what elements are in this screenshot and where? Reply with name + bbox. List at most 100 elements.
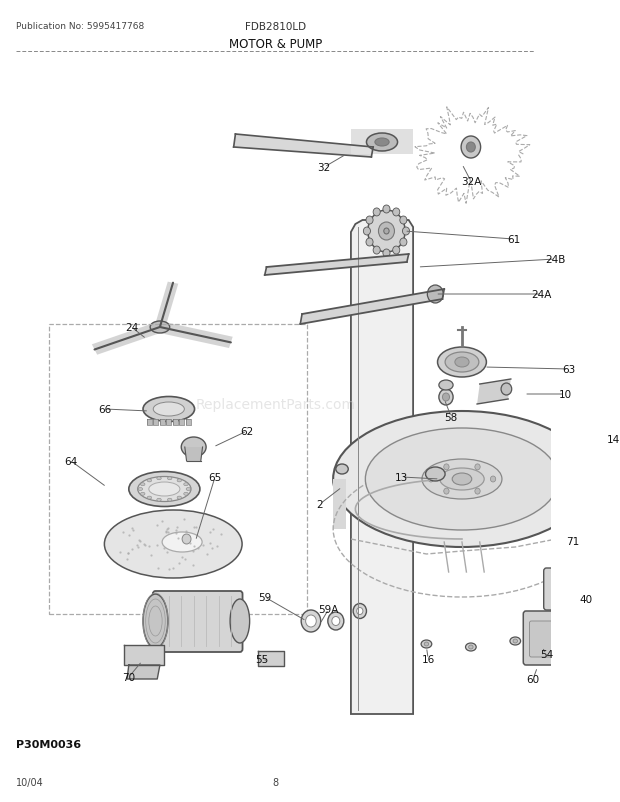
Text: Publication No: 5995417768: Publication No: 5995417768 — [16, 22, 144, 31]
Circle shape — [490, 476, 496, 482]
Ellipse shape — [149, 482, 180, 496]
Ellipse shape — [157, 477, 161, 480]
Polygon shape — [127, 665, 160, 679]
Circle shape — [444, 488, 449, 495]
Bar — [49, 325, 306, 614]
Circle shape — [392, 247, 400, 255]
Text: 13: 13 — [395, 472, 408, 482]
Polygon shape — [477, 379, 511, 404]
Text: 64: 64 — [64, 456, 78, 467]
Circle shape — [182, 534, 191, 545]
Ellipse shape — [384, 229, 389, 235]
Polygon shape — [159, 419, 165, 426]
Polygon shape — [179, 419, 185, 426]
Circle shape — [400, 239, 407, 247]
FancyBboxPatch shape — [153, 591, 242, 652]
Circle shape — [428, 476, 433, 482]
Text: 63: 63 — [562, 365, 575, 375]
Ellipse shape — [443, 394, 450, 402]
Ellipse shape — [141, 492, 145, 496]
FancyBboxPatch shape — [529, 622, 567, 657]
Text: 59: 59 — [258, 592, 272, 602]
Ellipse shape — [104, 510, 242, 578]
Text: 70: 70 — [122, 672, 135, 683]
Ellipse shape — [438, 347, 487, 378]
Ellipse shape — [580, 472, 593, 486]
Ellipse shape — [510, 638, 521, 645]
Ellipse shape — [440, 468, 484, 490]
Text: 32A: 32A — [461, 176, 481, 187]
Ellipse shape — [150, 322, 170, 334]
Ellipse shape — [147, 480, 152, 482]
Ellipse shape — [466, 143, 476, 153]
Text: 10: 10 — [559, 390, 572, 399]
Ellipse shape — [368, 211, 405, 253]
Ellipse shape — [375, 139, 389, 147]
Ellipse shape — [461, 137, 480, 159]
Polygon shape — [172, 419, 178, 426]
Text: 16: 16 — [422, 654, 435, 664]
Polygon shape — [146, 419, 152, 426]
Ellipse shape — [422, 460, 502, 500]
Ellipse shape — [366, 134, 397, 152]
Polygon shape — [158, 322, 232, 349]
Ellipse shape — [365, 428, 559, 530]
Polygon shape — [166, 419, 172, 426]
Polygon shape — [577, 480, 591, 529]
Circle shape — [373, 247, 380, 255]
Circle shape — [363, 228, 371, 236]
Ellipse shape — [184, 492, 188, 496]
Circle shape — [579, 592, 588, 602]
Ellipse shape — [138, 488, 143, 491]
Ellipse shape — [455, 358, 469, 367]
Ellipse shape — [167, 499, 172, 501]
Text: 24: 24 — [125, 322, 138, 333]
Ellipse shape — [573, 634, 582, 642]
Ellipse shape — [177, 480, 182, 482]
Ellipse shape — [421, 640, 432, 648]
Ellipse shape — [353, 604, 366, 618]
Polygon shape — [351, 221, 413, 714]
Text: ReplacementParts.com: ReplacementParts.com — [195, 398, 355, 411]
Ellipse shape — [469, 645, 473, 649]
Text: 24A: 24A — [532, 290, 552, 300]
Text: 8: 8 — [272, 777, 278, 787]
Polygon shape — [92, 322, 162, 355]
Circle shape — [579, 573, 588, 582]
Text: MOTOR & PUMP: MOTOR & PUMP — [229, 38, 322, 51]
Ellipse shape — [333, 411, 591, 547]
Circle shape — [475, 464, 480, 470]
Text: 66: 66 — [98, 404, 112, 415]
Circle shape — [475, 488, 480, 495]
Ellipse shape — [425, 468, 445, 481]
Ellipse shape — [230, 599, 250, 643]
Circle shape — [366, 239, 373, 247]
Circle shape — [400, 217, 407, 225]
Circle shape — [383, 206, 390, 214]
Polygon shape — [265, 255, 409, 276]
Ellipse shape — [143, 397, 195, 422]
Ellipse shape — [129, 472, 200, 507]
Polygon shape — [351, 130, 413, 155]
Ellipse shape — [427, 286, 443, 304]
Ellipse shape — [177, 496, 182, 500]
Text: P30M0036: P30M0036 — [16, 739, 81, 749]
Polygon shape — [154, 282, 179, 329]
Text: 60: 60 — [526, 674, 539, 684]
Polygon shape — [185, 448, 203, 461]
Text: 59A: 59A — [319, 604, 339, 614]
Ellipse shape — [424, 642, 428, 646]
Circle shape — [444, 464, 449, 470]
Ellipse shape — [301, 610, 321, 632]
Ellipse shape — [138, 477, 191, 502]
Ellipse shape — [153, 403, 184, 416]
Text: 32: 32 — [317, 163, 331, 172]
Polygon shape — [333, 480, 347, 529]
Polygon shape — [258, 651, 285, 666]
Circle shape — [579, 582, 588, 592]
Text: 14: 14 — [606, 435, 619, 444]
Text: 71: 71 — [567, 537, 580, 546]
Ellipse shape — [452, 473, 472, 485]
Polygon shape — [593, 475, 610, 484]
Ellipse shape — [501, 383, 512, 395]
